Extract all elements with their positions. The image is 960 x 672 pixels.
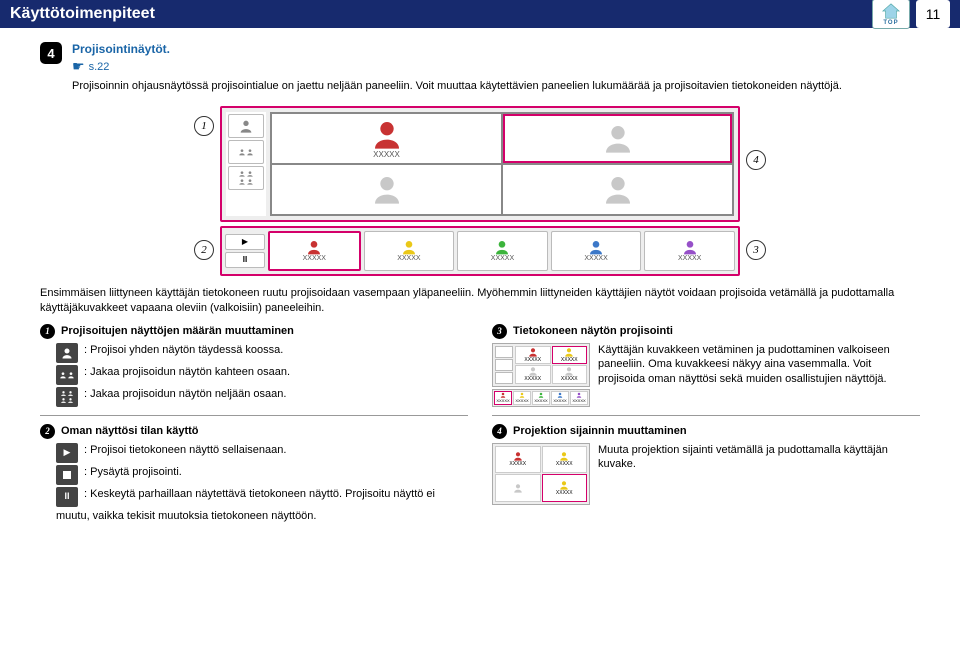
panel-2[interactable]: [503, 114, 732, 163]
pointer-icon: ☛: [72, 58, 85, 75]
step-4-desc: Projisoinnin ohjausnäytössä projisointia…: [72, 79, 920, 94]
layout-2-icon: [56, 365, 78, 385]
sec4-mini-diagram: XXXXX XXXXX XXXXX: [492, 443, 590, 505]
callout-3: 3: [746, 240, 766, 260]
section-2-head: 2 Oman näyttösi tilan käyttö: [40, 424, 468, 439]
panel-4[interactable]: [503, 165, 732, 214]
header-title: Käyttötoimenpiteet: [10, 5, 155, 23]
sec3-body: Käyttäjän kuvakkeen vetäminen ja pudotta…: [598, 343, 920, 388]
layout-1-icon: [56, 343, 78, 363]
main-diagram: 1 4 XXXXX 2 3 ▶ II XXXXX XXXXX XXXX: [220, 106, 740, 276]
layout-4-button[interactable]: [228, 166, 264, 190]
section-4-head: 4 Projektion sijainnin muuttaminen: [492, 424, 920, 439]
thumb-3[interactable]: XXXXX: [457, 231, 548, 271]
sec1-item-1: : Projisoi yhden näytön täydessä koossa.: [56, 343, 468, 363]
sec1-item-2: : Jakaa projisoidun näytön kahteen osaan…: [56, 365, 468, 385]
sec3-mini-diagram: XXXXX XXXXX XXXXX XXXXX XXXXX XXXXX XXXX…: [492, 343, 590, 407]
intro-paragraph: Ensimmäisen liittyneen käyttäjän tietoko…: [40, 286, 920, 316]
sec4-body: Muuta projektion sijainti vetämällä ja p…: [598, 443, 920, 473]
sec1-item-3: : Jakaa projisoidun näytön neljään osaan…: [56, 387, 468, 407]
stop-icon: [56, 465, 78, 485]
panel-1[interactable]: XXXXX: [272, 114, 501, 163]
thumb-2[interactable]: XXXXX: [364, 231, 455, 271]
top-logo: TOP: [872, 0, 910, 29]
pause-button[interactable]: II: [225, 252, 265, 268]
page-number: 11: [916, 0, 950, 28]
layout-2-button[interactable]: [228, 140, 264, 164]
sec2-item-2: : Pysäytä projisointi.: [56, 465, 468, 485]
thumb-4[interactable]: XXXXX: [551, 231, 642, 271]
thumb-5[interactable]: XXXXX: [644, 231, 735, 271]
thumb-1[interactable]: XXXXX: [268, 231, 361, 271]
pointer-link[interactable]: ☛ s.22: [72, 58, 109, 75]
sec2-item-1: ▶: Projisoi tietokoneen näyttö sellaisen…: [56, 443, 468, 463]
panel-3[interactable]: [272, 165, 501, 214]
sec2-item-3: II: Keskeytä parhaillaan näytettävä tiet…: [56, 487, 468, 507]
sec2-tail: muutu, vaikka tekisit muutoksia tietokon…: [56, 509, 468, 523]
callout-1: 1: [194, 116, 214, 136]
step-4-title: Projisointinäytöt.: [72, 42, 920, 56]
callout-2: 2: [194, 240, 214, 260]
play-icon: ▶: [56, 443, 78, 463]
page-header: Käyttötoimenpiteet TOP 11: [0, 0, 960, 28]
play-button[interactable]: ▶: [225, 234, 265, 250]
section-1-head: 1 Projisoitujen näyttöjen määrän muuttam…: [40, 324, 468, 339]
layout-4-icon: [56, 387, 78, 407]
step-4: 4 Projisointinäytöt. ☛ s.22 Projisoinnin…: [40, 42, 920, 94]
layout-1-button[interactable]: [228, 114, 264, 138]
step-badge-4: 4: [40, 42, 62, 64]
section-3-head: 3 Tietokoneen näytön projisointi: [492, 324, 920, 339]
callout-4: 4: [746, 150, 766, 170]
pause-icon: II: [56, 487, 78, 507]
